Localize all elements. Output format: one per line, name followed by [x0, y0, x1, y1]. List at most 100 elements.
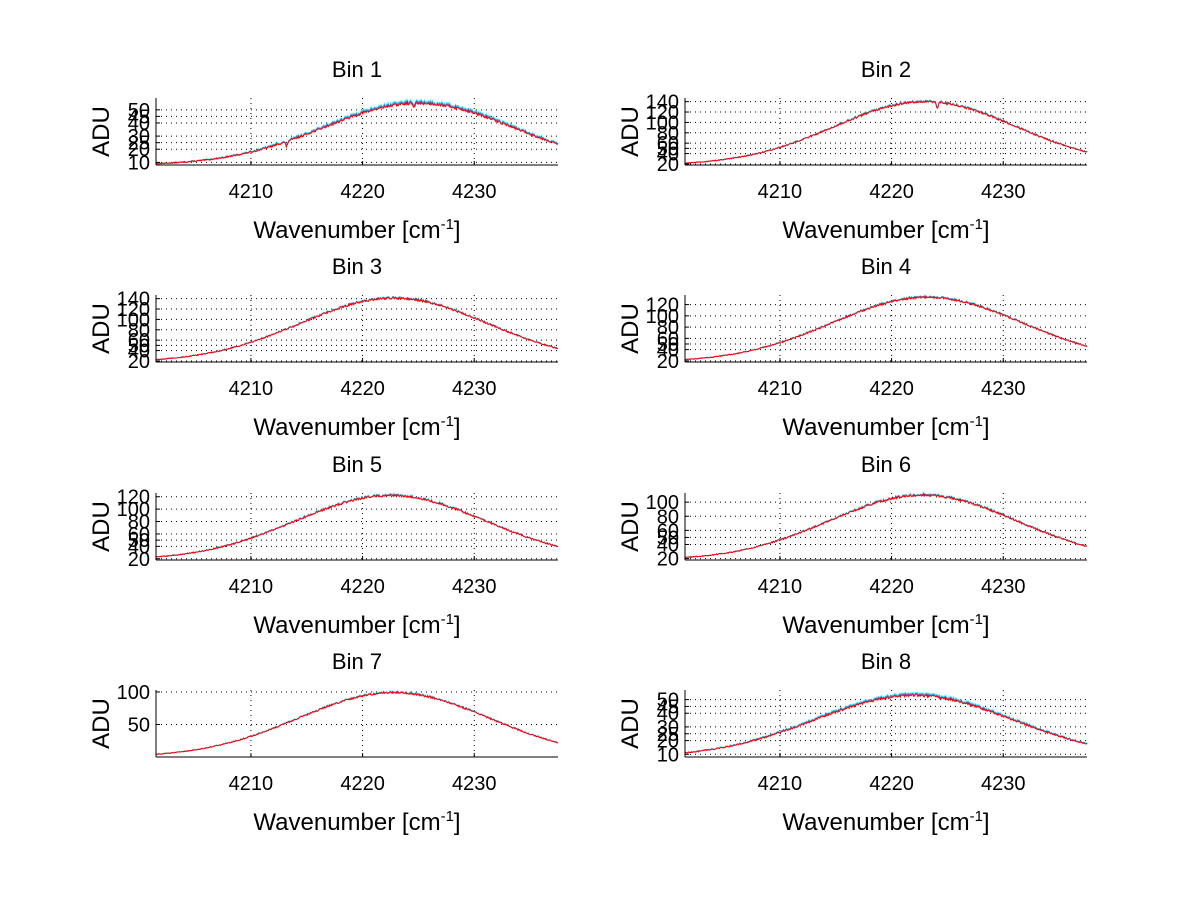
y-tick-label: 100 — [646, 112, 679, 134]
series-line-2 — [684, 692, 1088, 754]
x-axis-label: Wavenumber [cm-1] — [782, 216, 989, 244]
series-line-3 — [155, 690, 559, 755]
y-tick-label: 60 — [657, 520, 679, 542]
y-tick-label: 30 — [128, 126, 150, 148]
x-tick-label: 4230 — [981, 773, 1026, 795]
y-tick-label: 40 — [657, 144, 679, 166]
y-tick-label: 50 — [657, 334, 679, 356]
y-axis-label: ADU — [88, 303, 115, 354]
y-axis-label: ADU — [617, 106, 644, 157]
y-tick-label: 40 — [657, 703, 679, 725]
y-axis-label: ADU — [88, 106, 115, 157]
y-tick-label: 80 — [657, 123, 679, 145]
x-tick-label: 4220 — [340, 576, 385, 598]
y-tick-label: 50 — [657, 690, 679, 712]
x-tick-label: 4220 — [869, 773, 914, 795]
x-tick-label: 4220 — [869, 378, 914, 400]
y-tick-label: 140 — [646, 92, 679, 114]
subplot-title: Bin 3 — [332, 254, 382, 279]
y-tick-label: 20 — [128, 351, 150, 373]
y-tick-label: 50 — [128, 530, 150, 552]
x-tick-label: 4220 — [869, 576, 914, 598]
y-tick-label: 50 — [657, 527, 679, 549]
y-tick-label: 60 — [128, 524, 150, 546]
y-tick-label: 25 — [128, 133, 150, 155]
y-tick-label: 50 — [657, 138, 679, 160]
subplot-bin-7: 4210 4220 4230 50 100 Bin 7 Wavenumber [cm-1] A… — [88, 649, 559, 836]
x-tick-label: 4210 — [758, 181, 803, 203]
subplot-title: Bin 1 — [332, 57, 382, 82]
y-tick-label: 120 — [646, 295, 679, 317]
subplot-title: Bin 7 — [332, 649, 382, 674]
x-tick-label: 4230 — [452, 181, 497, 203]
y-tick-label: 40 — [128, 536, 150, 558]
series-line-3 — [684, 492, 1088, 559]
y-tick-label: 100 — [646, 306, 679, 328]
y-tick-label: 80 — [657, 506, 679, 528]
series-line-3 — [684, 99, 1088, 164]
y-axis-label: ADU — [88, 698, 115, 749]
y-tick-label: 20 — [657, 731, 679, 753]
y-tick-label: 120 — [646, 102, 679, 124]
x-tick-label: 4230 — [452, 378, 497, 400]
y-tick-label: 80 — [657, 317, 679, 339]
x-tick-label: 4230 — [981, 181, 1026, 203]
x-tick-label: 4210 — [758, 378, 803, 400]
x-tick-label: 4220 — [869, 181, 914, 203]
subplot-title: Bin 4 — [861, 254, 911, 279]
x-tick-label: 4220 — [340, 773, 385, 795]
y-tick-label: 20 — [657, 351, 679, 373]
subplot-title: Bin 5 — [332, 452, 382, 477]
y-tick-label: 30 — [657, 717, 679, 739]
x-tick-label: 4210 — [758, 576, 803, 598]
x-tick-label: 4210 — [229, 773, 274, 795]
y-tick-label: 20 — [128, 549, 150, 571]
series-line-3 — [155, 296, 559, 361]
x-axis-label: Wavenumber [cm-1] — [253, 216, 460, 244]
y-tick-label: 100 — [646, 492, 679, 514]
y-tick-label: 140 — [117, 289, 150, 311]
y-axis-label: ADU — [88, 501, 115, 552]
x-axis-label: Wavenumber [cm-1] — [782, 413, 989, 441]
x-tick-label: 4210 — [229, 181, 274, 203]
y-tick-label: 25 — [657, 724, 679, 746]
y-tick-label: 100 — [117, 309, 150, 331]
x-axis-label: Wavenumber [cm-1] — [782, 611, 989, 639]
y-tick-label: 60 — [657, 133, 679, 155]
y-tick-label: 20 — [657, 549, 679, 571]
y-tick-label: 120 — [117, 299, 150, 321]
x-axis-label: Wavenumber [cm-1] — [253, 413, 460, 441]
y-axis-label: ADU — [617, 501, 644, 552]
series-line-3 — [684, 693, 1088, 754]
y-tick-label: 100 — [117, 499, 150, 521]
x-tick-label: 4220 — [340, 181, 385, 203]
y-tick-label: 60 — [128, 330, 150, 352]
series-line-3 — [685, 294, 1088, 361]
y-tick-label: 50 — [128, 714, 150, 736]
y-tick-label: 60 — [657, 328, 679, 350]
y-tick-label: 40 — [128, 113, 150, 135]
subplot-title: Bin 6 — [861, 452, 911, 477]
y-tick-label: 20 — [657, 154, 679, 176]
y-tick-label: 40 — [657, 340, 679, 362]
y-tick-label: 10 — [128, 152, 150, 174]
y-axis-label: ADU — [617, 698, 644, 749]
y-tick-label: 80 — [128, 320, 150, 342]
x-axis-label: Wavenumber [cm-1] — [782, 808, 989, 836]
y-tick-label: 40 — [128, 341, 150, 363]
y-tick-label: 45 — [128, 106, 150, 128]
x-tick-label: 4230 — [452, 576, 497, 598]
y-tick-label: 50 — [128, 100, 150, 122]
x-tick-label: 4230 — [981, 378, 1026, 400]
y-tick-label: 50 — [128, 335, 150, 357]
y-tick-label: 120 — [117, 487, 150, 509]
x-tick-label: 4220 — [340, 378, 385, 400]
subplot-title: Bin 8 — [861, 649, 911, 674]
